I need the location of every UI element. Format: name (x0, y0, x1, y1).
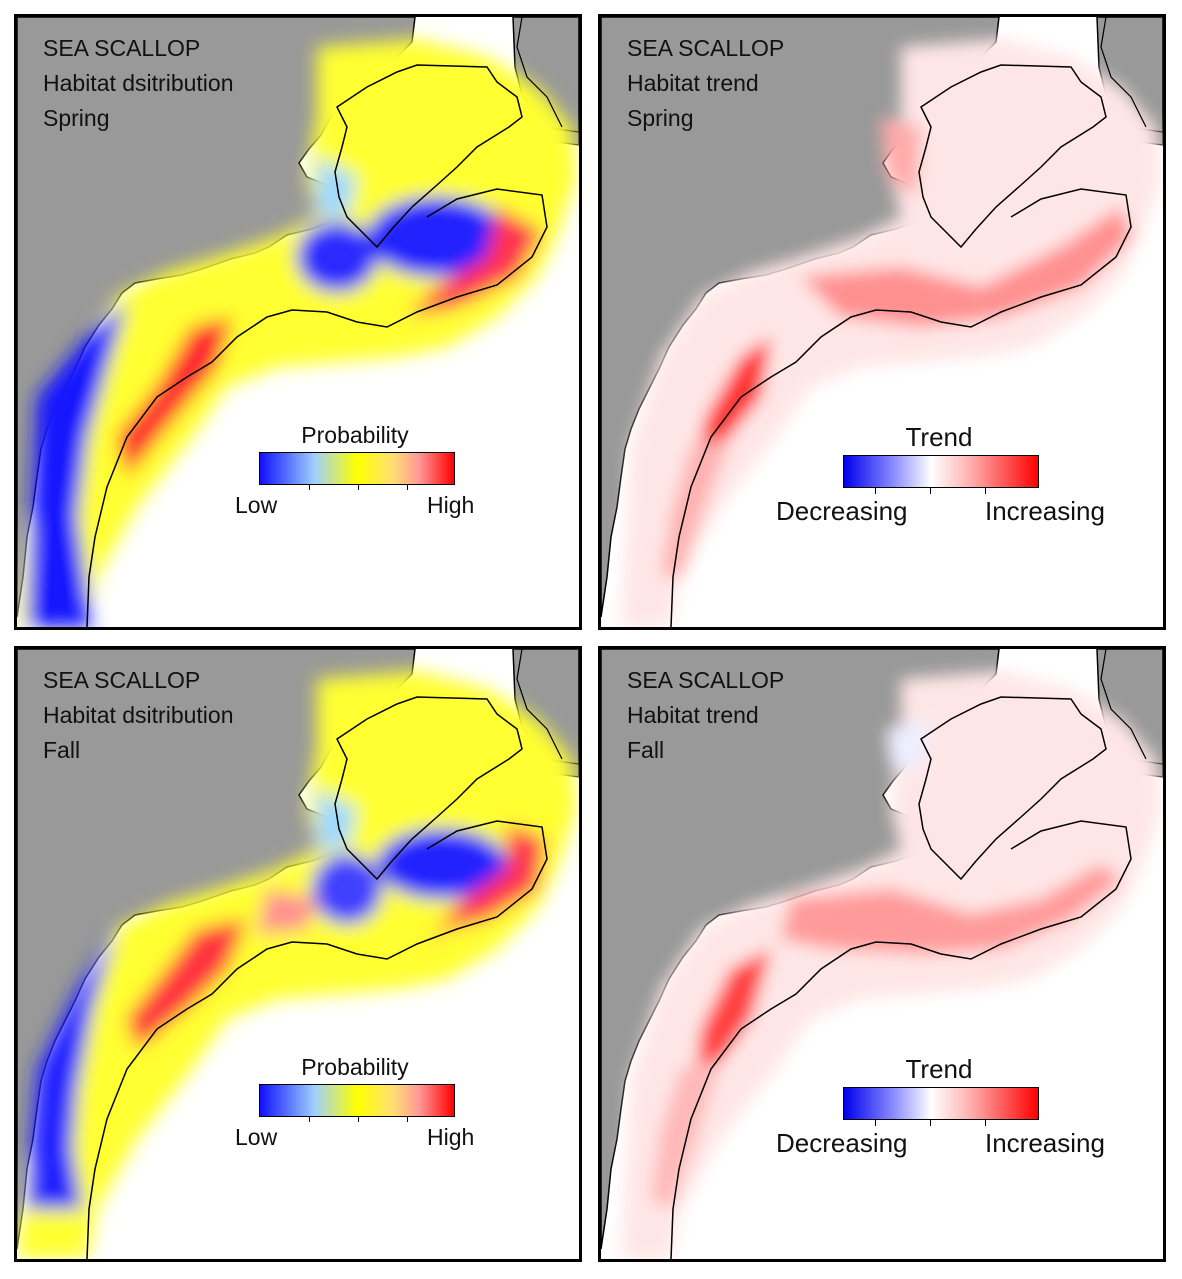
species-label: SEA SCALLOP (627, 667, 785, 693)
probability-legend: Probability Low High (235, 422, 475, 532)
measure-label: Habitat trend (627, 70, 759, 96)
map-panel-spring-distribution: SEA SCALLOP Habitat dsitribution Spring … (14, 14, 582, 630)
color-scale-bar (843, 455, 1039, 488)
scale-tick (875, 488, 876, 494)
scale-tick (358, 484, 359, 490)
probability-surface (17, 671, 577, 1259)
season-label: Fall (43, 737, 81, 763)
scale-tick (358, 1116, 359, 1122)
species-label: SEA SCALLOP (627, 35, 785, 61)
legend-high-label: High (427, 492, 475, 518)
scale-tick (309, 1116, 310, 1122)
depth-contour (1100, 649, 1147, 760)
species-label: SEA SCALLOP (43, 667, 201, 693)
depth-contour (86, 188, 548, 627)
season-label: Spring (43, 105, 110, 131)
color-scale-bar (843, 1087, 1039, 1120)
measure-label: Habitat dsitribution (43, 702, 234, 728)
legend-high-label: High (427, 1124, 475, 1150)
scale-tick (309, 484, 310, 490)
panel-label: SEA SCALLOP Habitat dsitribution Spring (43, 31, 234, 136)
legend-high-label: Increasing (985, 496, 1105, 526)
trend-legend: Trend Decreasing Increasing (773, 1054, 1153, 1169)
scale-tick (875, 1120, 876, 1126)
trend-legend: Trend Decreasing Increasing (773, 422, 1153, 537)
panel-label: SEA SCALLOP Habitat trend Spring (627, 31, 784, 136)
season-label: Fall (627, 737, 665, 763)
depth-contour (334, 696, 523, 881)
depth-contour (670, 820, 1132, 1259)
probability-legend: Probability Low High (235, 1054, 475, 1164)
measure-label: Habitat dsitribution (43, 70, 234, 96)
probability-surface (17, 39, 577, 627)
habitat-map (601, 649, 1163, 1259)
depth-contour (918, 696, 1107, 881)
depth-contour (1100, 17, 1147, 128)
legend-low-label: Low (235, 492, 278, 518)
legend-title: Probability (301, 422, 409, 448)
season-label: Spring (627, 105, 694, 131)
panel-label: SEA SCALLOP Habitat trend Fall (627, 663, 784, 768)
map-panel-fall-trend: SEA SCALLOP Habitat trend Fall Trend Dec… (598, 646, 1166, 1262)
map-panel-spring-trend: SEA SCALLOP Habitat trend Spring Trend D… (598, 14, 1166, 630)
species-label: SEA SCALLOP (43, 35, 201, 61)
scale-tick (930, 1120, 931, 1126)
scale-tick (930, 488, 931, 494)
legend-title: Probability (301, 1054, 409, 1080)
legend-high-label: Increasing (985, 1128, 1105, 1158)
scale-tick (407, 1116, 408, 1122)
legend-low-label: Decreasing (776, 496, 908, 526)
depth-contour (516, 17, 563, 128)
scale-tick (985, 488, 986, 494)
depth-contour (670, 188, 1132, 627)
measure-label: Habitat trend (627, 702, 759, 728)
habitat-map (17, 649, 579, 1259)
trend-surface (621, 671, 1161, 1259)
color-scale-bar (259, 452, 455, 485)
depth-contour (334, 64, 523, 249)
color-scale-bar (259, 1084, 455, 1117)
panel-label: SEA SCALLOP Habitat dsitribution Fall (43, 663, 234, 768)
habitat-map (601, 17, 1163, 627)
habitat-map (17, 17, 579, 627)
depth-contour (918, 64, 1107, 249)
depth-contour (86, 820, 548, 1259)
legend-low-label: Low (235, 1124, 278, 1150)
scale-tick (985, 1120, 986, 1126)
depth-contour (516, 649, 563, 760)
legend-title: Trend (905, 1054, 973, 1084)
map-panel-fall-distribution: SEA SCALLOP Habitat dsitribution Fall Pr… (14, 646, 582, 1262)
scale-tick (407, 484, 408, 490)
legend-title: Trend (905, 422, 973, 452)
legend-low-label: Decreasing (776, 1128, 908, 1158)
